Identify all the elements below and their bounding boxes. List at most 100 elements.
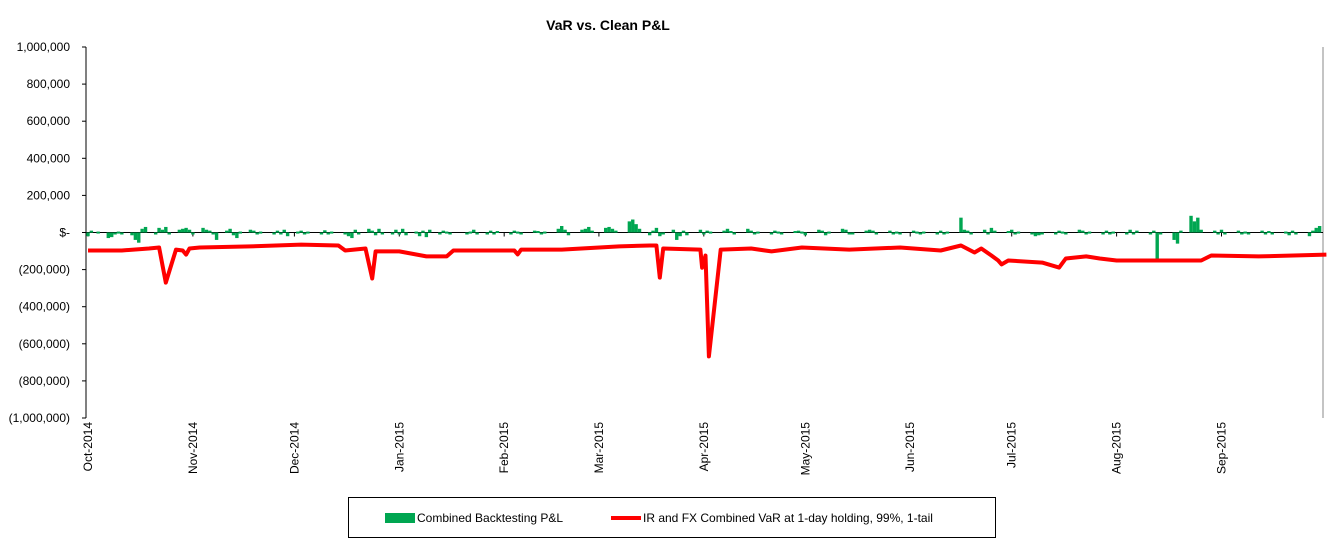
pnl-bar (654, 227, 659, 233)
pnl-bar (1199, 229, 1203, 233)
x-tick-label: Sep-2015 (1214, 422, 1228, 474)
pnl-bar (1125, 232, 1129, 235)
pnl-bar (1152, 230, 1156, 233)
pnl-bar (911, 230, 916, 233)
pnl-bar (1006, 231, 1011, 234)
pnl-bar (1064, 232, 1068, 235)
pnl-bar (702, 232, 706, 235)
pnl-bar (651, 230, 655, 233)
y-tick-label: 600,000 (27, 114, 71, 128)
pnl-bar (725, 228, 730, 233)
pnl-bar (607, 226, 611, 233)
pnl-bar (488, 230, 493, 233)
pnl-bar (1240, 232, 1244, 235)
pnl-bar (840, 228, 845, 233)
pnl-bar (1128, 229, 1132, 233)
pnl-bar (275, 230, 280, 233)
pnl-bar (140, 228, 144, 233)
x-tick-label: Aug-2015 (1110, 422, 1124, 474)
pnl-bar (1236, 230, 1241, 233)
pnl-bar (346, 232, 351, 237)
x-tick-label: Jul-2015 (1005, 422, 1019, 468)
pnl-bar (1294, 232, 1298, 235)
y-tick-label: (800,000) (19, 374, 70, 388)
pnl-bar (962, 229, 967, 233)
pnl-bars (86, 215, 1322, 261)
pnl-bar (1243, 231, 1247, 234)
pnl-bar (590, 230, 594, 233)
pnl-bar (272, 232, 276, 235)
pnl-bar (1016, 231, 1021, 234)
pnl-bar (187, 229, 192, 233)
pnl-bar (1192, 221, 1197, 233)
pnl-bar (1172, 232, 1176, 240)
x-tick-label: Oct-2014 (81, 422, 95, 472)
pnl-bar (580, 229, 584, 233)
pnl-bar (1311, 230, 1315, 233)
y-axis: 1,000,000 800,000 600,000 400,000 200,000 $- (… (9, 40, 1324, 425)
pnl-bar (1077, 229, 1082, 233)
y-tick-label: 1,000,000 (17, 40, 71, 54)
pnl-bar (255, 232, 259, 235)
pnl-bar (516, 231, 520, 234)
pnl-bar (89, 230, 94, 233)
pnl-bar (966, 230, 970, 233)
pnl-bar (228, 228, 232, 233)
pnl-bar (177, 229, 182, 233)
pnl-bar (211, 232, 215, 235)
pnl-bar (610, 228, 615, 233)
pnl-bar (509, 232, 513, 235)
pnl-bar (1307, 232, 1312, 237)
pnl-bar (424, 232, 429, 238)
pnl-bar (938, 230, 943, 233)
pnl-bar (1084, 232, 1088, 235)
pnl-bar (1037, 232, 1041, 236)
pnl-bar (1013, 232, 1017, 235)
pnl-bar (823, 232, 828, 236)
pnl-bar (989, 227, 994, 233)
pnl-bar (1246, 232, 1251, 235)
pnl-bar (918, 232, 923, 235)
pnl-bar (685, 232, 689, 236)
pnl-bar (959, 217, 963, 233)
pnl-bar (468, 231, 473, 234)
pnl-bar (1010, 229, 1014, 233)
legend-item-var: IR and FX Combined VaR at 1-day holding,… (611, 511, 933, 525)
pnl-bar (201, 227, 205, 233)
pnl-bar (235, 232, 239, 239)
pnl-bar (519, 232, 523, 235)
pnl-bar (353, 229, 358, 233)
pnl-bar (492, 232, 496, 235)
pnl-bar (536, 231, 540, 234)
x-tick-label: Nov-2014 (186, 422, 200, 474)
pnl-bar (986, 232, 990, 235)
pnl-bar (96, 231, 100, 234)
pnl-bar (559, 226, 564, 233)
pnl-bar (184, 227, 188, 233)
pnl-bar (793, 231, 797, 234)
legend-item-pnl: Combined Backtesting P&L (385, 511, 563, 525)
var-line (88, 242, 1327, 359)
pnl-bar (844, 229, 848, 233)
pnl-bar (444, 231, 449, 234)
pnl-bar (1284, 231, 1288, 234)
pnl-bar (671, 229, 676, 233)
pnl-bar (658, 232, 662, 237)
pnl-bar (543, 231, 547, 234)
y-tick-label: (200,000) (19, 263, 70, 277)
pnl-bar (113, 232, 117, 235)
pnl-bar (708, 231, 713, 234)
pnl-bar (120, 232, 124, 235)
pnl-bar (1148, 232, 1153, 235)
pnl-bar (773, 230, 777, 233)
pnl-bar (817, 229, 821, 233)
pnl-bar (637, 228, 642, 233)
legend-label-var: IR and FX Combined VaR at 1-day holding,… (643, 510, 933, 525)
chart-title: VaR vs. Clean P&L (546, 17, 670, 33)
pnl-bar (935, 232, 939, 235)
pnl-bar (1260, 230, 1264, 233)
y-tick-label: (600,000) (19, 337, 70, 351)
pnl-bar (137, 232, 141, 243)
pnl-bar (160, 229, 165, 233)
